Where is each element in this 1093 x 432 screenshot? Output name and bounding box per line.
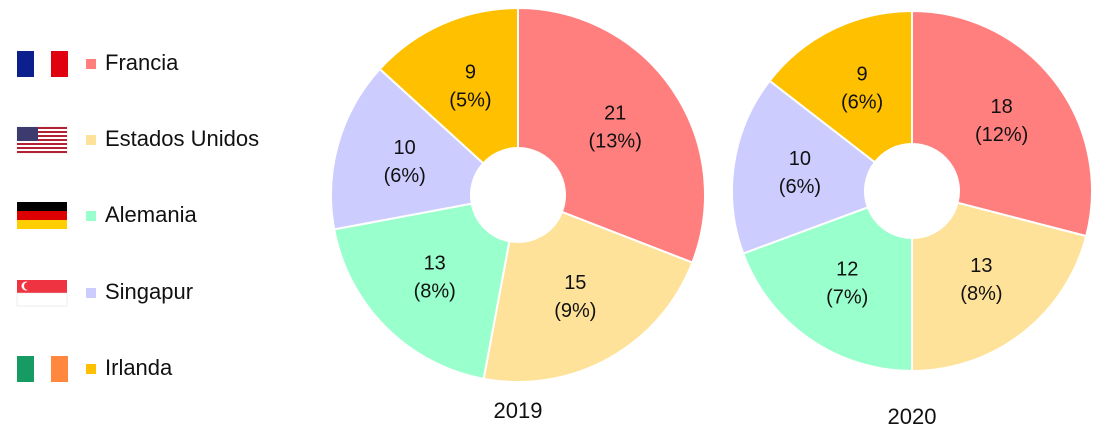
flag-singapore: [16, 280, 68, 307]
donut-slice: [333, 202, 511, 380]
share-label: (5%): [449, 90, 491, 112]
flag-ireland: [17, 356, 68, 382]
value-label: 10: [394, 137, 416, 159]
legend-swatch: [86, 211, 96, 221]
donut-slice: [517, 6, 706, 264]
share-label: (7%): [826, 286, 868, 308]
share-label: (6%): [779, 176, 821, 198]
legend-label: Singapur: [105, 279, 193, 304]
share-label: (13%): [589, 131, 642, 153]
donut-slice: [741, 206, 913, 373]
value-label: 9: [465, 62, 476, 84]
donut-slice: [911, 9, 1093, 238]
flag-germany: [17, 202, 67, 229]
legend-label: Irlanda: [105, 355, 173, 380]
value-label: 9: [856, 63, 867, 85]
donut-slice: [731, 79, 877, 255]
value-label: 15: [564, 272, 586, 294]
legend-swatch: [86, 364, 96, 374]
donut-slice: [911, 201, 1088, 373]
flag-usa: [16, 126, 68, 154]
value-label: 18: [991, 96, 1013, 118]
value-label: 10: [789, 148, 811, 170]
donut-slice: [330, 67, 485, 231]
legend-label: Estados Unidos: [105, 126, 259, 151]
legend-swatch: [86, 59, 96, 69]
share-label: (12%): [975, 124, 1028, 146]
value-label: 13: [970, 255, 992, 277]
share-label: (8%): [414, 281, 456, 303]
share-label: (6%): [384, 165, 426, 187]
legend-label: Alemania: [105, 202, 197, 227]
donut-slice: [378, 6, 519, 165]
chart-title: 2019: [494, 398, 543, 423]
donut-slice: [768, 9, 913, 164]
flag-france: [17, 51, 68, 77]
legend-swatch: [86, 288, 96, 298]
value-label: 12: [836, 258, 858, 280]
share-label: (8%): [960, 283, 1002, 305]
legend-label: Francia: [105, 50, 179, 75]
value-label: 13: [424, 253, 446, 275]
donut-slice: [482, 210, 694, 383]
chart-title: 2020: [888, 404, 937, 429]
legend-swatch: [86, 135, 96, 145]
share-label: (6%): [841, 91, 883, 113]
value-label: 21: [604, 103, 626, 125]
share-label: (9%): [554, 300, 596, 322]
